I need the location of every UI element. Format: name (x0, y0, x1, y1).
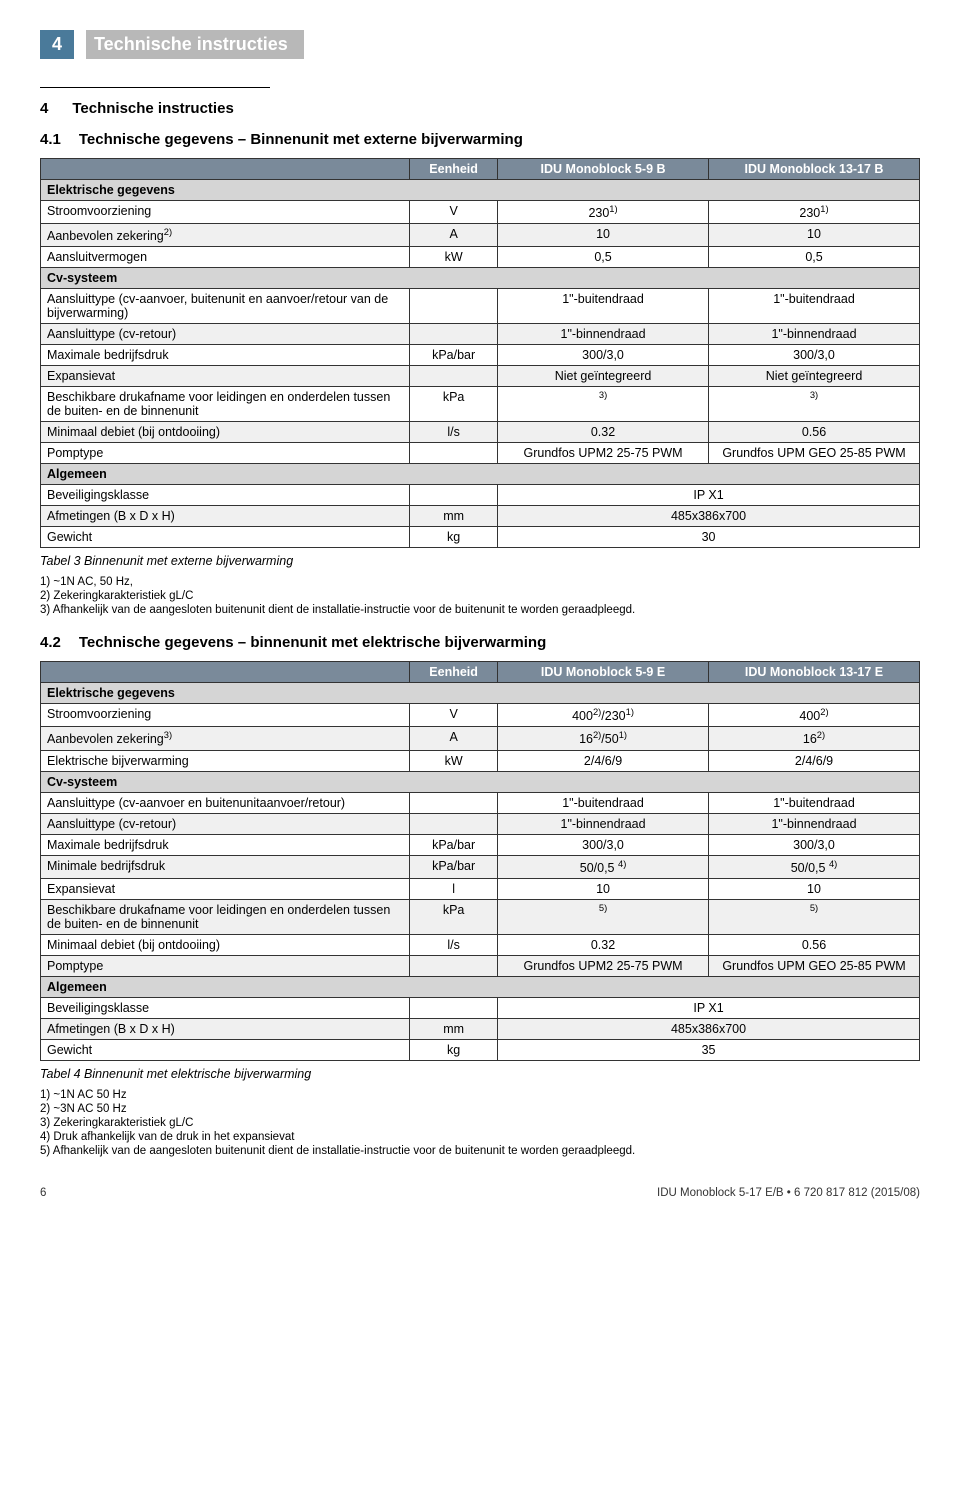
section-rule (40, 87, 270, 88)
row-41-13: Gewicht kg 30 (41, 527, 920, 548)
th-col1: IDU Monoblock 5-9 B (498, 159, 709, 180)
row-42-1: Stroomvoorziening V 4002)/2301) 4002) (41, 704, 920, 727)
subsection-42-title: 4.2 Technische gegevens – binnenunit met … (40, 634, 920, 651)
th-unit: Eenheid (410, 662, 498, 683)
chapter-title: Technische instructies (86, 30, 304, 59)
note-41-2: 2) Zekeringkarakteristiek gL/C (40, 590, 920, 602)
page-number: 6 (40, 1187, 46, 1199)
row-41-2: Aanbevolen zekering2) A 10 10 (41, 224, 920, 247)
note-42-4: 4) Druk afhankelijk van de druk in het e… (40, 1131, 920, 1143)
row-41-4: Aansluittype (cv-aanvoer, buitenunit en … (41, 289, 920, 324)
table-42: Eenheid IDU Monoblock 5-9 E IDU Monobloc… (40, 661, 920, 1060)
subsection-42-text: Technische gegevens – binnenunit met ele… (79, 634, 546, 651)
row-41-8: Beschikbare drukafname voor leidingen en… (41, 387, 920, 422)
note-42-1: 1) ~1N AC 50 Hz (40, 1089, 920, 1101)
table-41-head: Eenheid IDU Monoblock 5-9 B IDU Monobloc… (41, 159, 920, 180)
page-footer: 6 IDU Monoblock 5-17 E/B • 6 720 817 812… (40, 1187, 920, 1199)
note-41-3: 3) Afhankelijk van de aangesloten buiten… (40, 604, 920, 616)
row-42-5: Aansluittype (cv-retour) 1"-binnendraad … (41, 813, 920, 834)
th-unit: Eenheid (410, 159, 498, 180)
th-col1: IDU Monoblock 5-9 E (498, 662, 709, 683)
group-electrical: Elektrische gegevens (41, 180, 920, 201)
row-41-11: Beveiligingsklasse IP X1 (41, 485, 920, 506)
row-41-9: Minimaal debiet (bij ontdooiing) l/s 0.3… (41, 422, 920, 443)
row-41-6: Maximale bedrijfsdruk kPa/bar 300/3,0 30… (41, 345, 920, 366)
subsection-42-number: 4.2 (40, 634, 61, 651)
table-42-head: Eenheid IDU Monoblock 5-9 E IDU Monobloc… (41, 662, 920, 683)
subsection-41-number: 4.1 (40, 131, 61, 148)
row-42-14: Gewicht kg 35 (41, 1039, 920, 1060)
subsection-41-title: 4.1 Technische gegevens – Binnenunit met … (40, 131, 920, 148)
th-col2: IDU Monoblock 13-17 B (709, 159, 920, 180)
row-42-9: Beschikbare drukafname voor leidingen en… (41, 899, 920, 934)
page-header: 4 Technische instructies (40, 30, 920, 59)
table-42-caption: Tabel 4 Binnenunit met elektrische bijve… (40, 1067, 920, 1081)
table-42-notes: 1) ~1N AC 50 Hz 2) ~3N AC 50 Hz 3) Zeker… (40, 1089, 920, 1157)
row-42-10: Minimaal debiet (bij ontdooiing) l/s 0.3… (41, 934, 920, 955)
note-42-5: 5) Afhankelijk van de aangesloten buiten… (40, 1145, 920, 1157)
note-42-3: 3) Zekeringkarakteristiek gL/C (40, 1117, 920, 1129)
row-42-3: Elektrische bijverwarming kW 2/4/6/9 2/4… (41, 750, 920, 771)
row-42-13: Afmetingen (B x D x H) mm 485x386x700 (41, 1018, 920, 1039)
note-42-2: 2) ~3N AC 50 Hz (40, 1103, 920, 1115)
row-41-1: Stroomvoorziening V 2301) 2301) (41, 201, 920, 224)
row-41-7: Expansievat Niet geïntegreerd Niet geïnt… (41, 366, 920, 387)
section-text: Technische instructies (72, 100, 233, 117)
chapter-number: 4 (40, 30, 74, 59)
row-41-5: Aansluittype (cv-retour) 1"-binnendraad … (41, 324, 920, 345)
row-41-12: Afmetingen (B x D x H) mm 485x386x700 (41, 506, 920, 527)
group-cv: Cv-systeem (41, 771, 920, 792)
row-42-12: Beveiligingsklasse IP X1 (41, 997, 920, 1018)
row-42-7: Minimale bedrijfsdruk kPa/bar 50/0,5 4) … (41, 855, 920, 878)
section-title: 4 Technische instructies (40, 100, 920, 117)
table-41-notes: 1) ~1N AC, 50 Hz, 2) Zekeringkarakterist… (40, 576, 920, 616)
row-41-3: Aansluitvermogen kW 0,5 0,5 (41, 247, 920, 268)
group-electrical: Elektrische gegevens (41, 683, 920, 704)
row-42-8: Expansievat l 10 10 (41, 878, 920, 899)
group-general: Algemeen (41, 976, 920, 997)
section-number: 4 (40, 100, 48, 117)
table-41: Eenheid IDU Monoblock 5-9 B IDU Monobloc… (40, 158, 920, 548)
row-42-2: Aanbevolen zekering3) A 162)/501) 162) (41, 727, 920, 750)
group-general: Algemeen (41, 464, 920, 485)
group-cv: Cv-systeem (41, 268, 920, 289)
th-col2: IDU Monoblock 13-17 E (709, 662, 920, 683)
doc-id: IDU Monoblock 5-17 E/B • 6 720 817 812 (… (657, 1187, 920, 1199)
row-42-4: Aansluittype (cv-aanvoer en buitenunitaa… (41, 792, 920, 813)
table-41-caption: Tabel 3 Binnenunit met externe bijverwar… (40, 554, 920, 568)
row-41-10: Pomptype Grundfos UPM2 25-75 PWM Grundfo… (41, 443, 920, 464)
note-41-1: 1) ~1N AC, 50 Hz, (40, 576, 920, 588)
row-42-11: Pomptype Grundfos UPM2 25-75 PWM Grundfo… (41, 955, 920, 976)
subsection-41-text: Technische gegevens – Binnenunit met ext… (79, 131, 523, 148)
row-42-6: Maximale bedrijfsdruk kPa/bar 300/3,0 30… (41, 834, 920, 855)
